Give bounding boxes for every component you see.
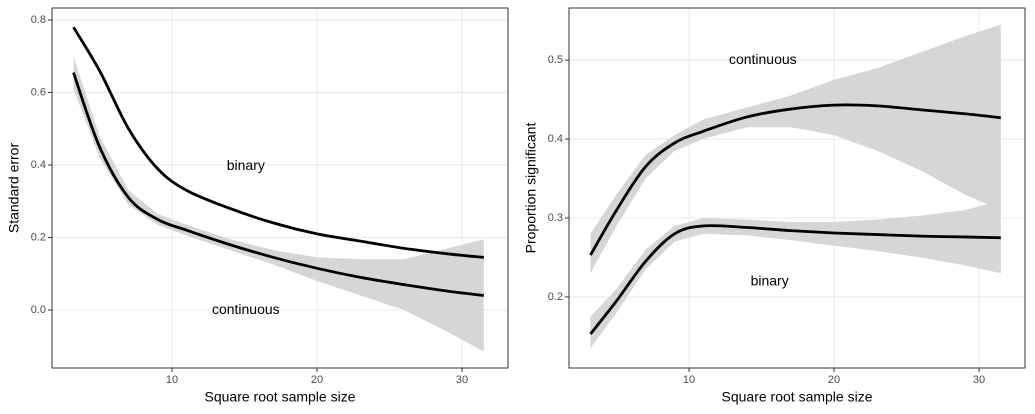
annotation: binary	[751, 272, 789, 288]
panel-border	[568, 7, 1026, 369]
panel: continuous binary 10 20 30 0.2 0.3 0.4 0.5 Square…	[523, 7, 1026, 405]
line	[589, 224, 1001, 335]
y-tick-label: 0.4	[31, 159, 46, 171]
y-tick-label: 0.8	[31, 14, 46, 26]
annotation: continuous	[729, 51, 797, 67]
panel: binary continuous 10 20 30 0.0 0.2 0.4 0.6 0.8 Squ…	[6, 7, 509, 405]
line	[72, 26, 484, 259]
y-axis-title: Proportion significant	[523, 123, 539, 254]
panel-border	[51, 7, 509, 369]
y-tick-label: 0.3	[548, 212, 563, 224]
y-tick-label: 0.6	[31, 86, 46, 98]
y-tick-label: 0.2	[548, 291, 563, 303]
x-tick-label: 20	[311, 374, 323, 386]
x-axis-title: Square root sample size	[722, 389, 873, 405]
x-axis-title: Square root sample size	[205, 389, 356, 405]
x-tick-label: 30	[973, 374, 985, 386]
confidence-ribbon	[590, 200, 1001, 349]
y-tick-label: 0.4	[548, 133, 563, 145]
x-tick-label: 30	[456, 374, 468, 386]
line	[589, 103, 1001, 256]
y-tick-label: 0.2	[31, 231, 46, 243]
y-tick-label: 0.0	[31, 304, 46, 316]
x-tick-label: 10	[166, 374, 178, 386]
x-tick-label: 20	[828, 374, 840, 386]
y-axis-title: Standard error	[6, 143, 22, 234]
plot-area	[589, 24, 1001, 349]
annotation: continuous	[212, 301, 280, 317]
plot-area	[72, 26, 484, 352]
x-tick-label: 10	[683, 374, 695, 386]
confidence-ribbon	[590, 24, 1001, 274]
annotation: binary	[227, 157, 265, 173]
line	[72, 72, 484, 297]
confidence-ribbon	[73, 56, 484, 352]
y-tick-label: 0.5	[548, 54, 563, 66]
